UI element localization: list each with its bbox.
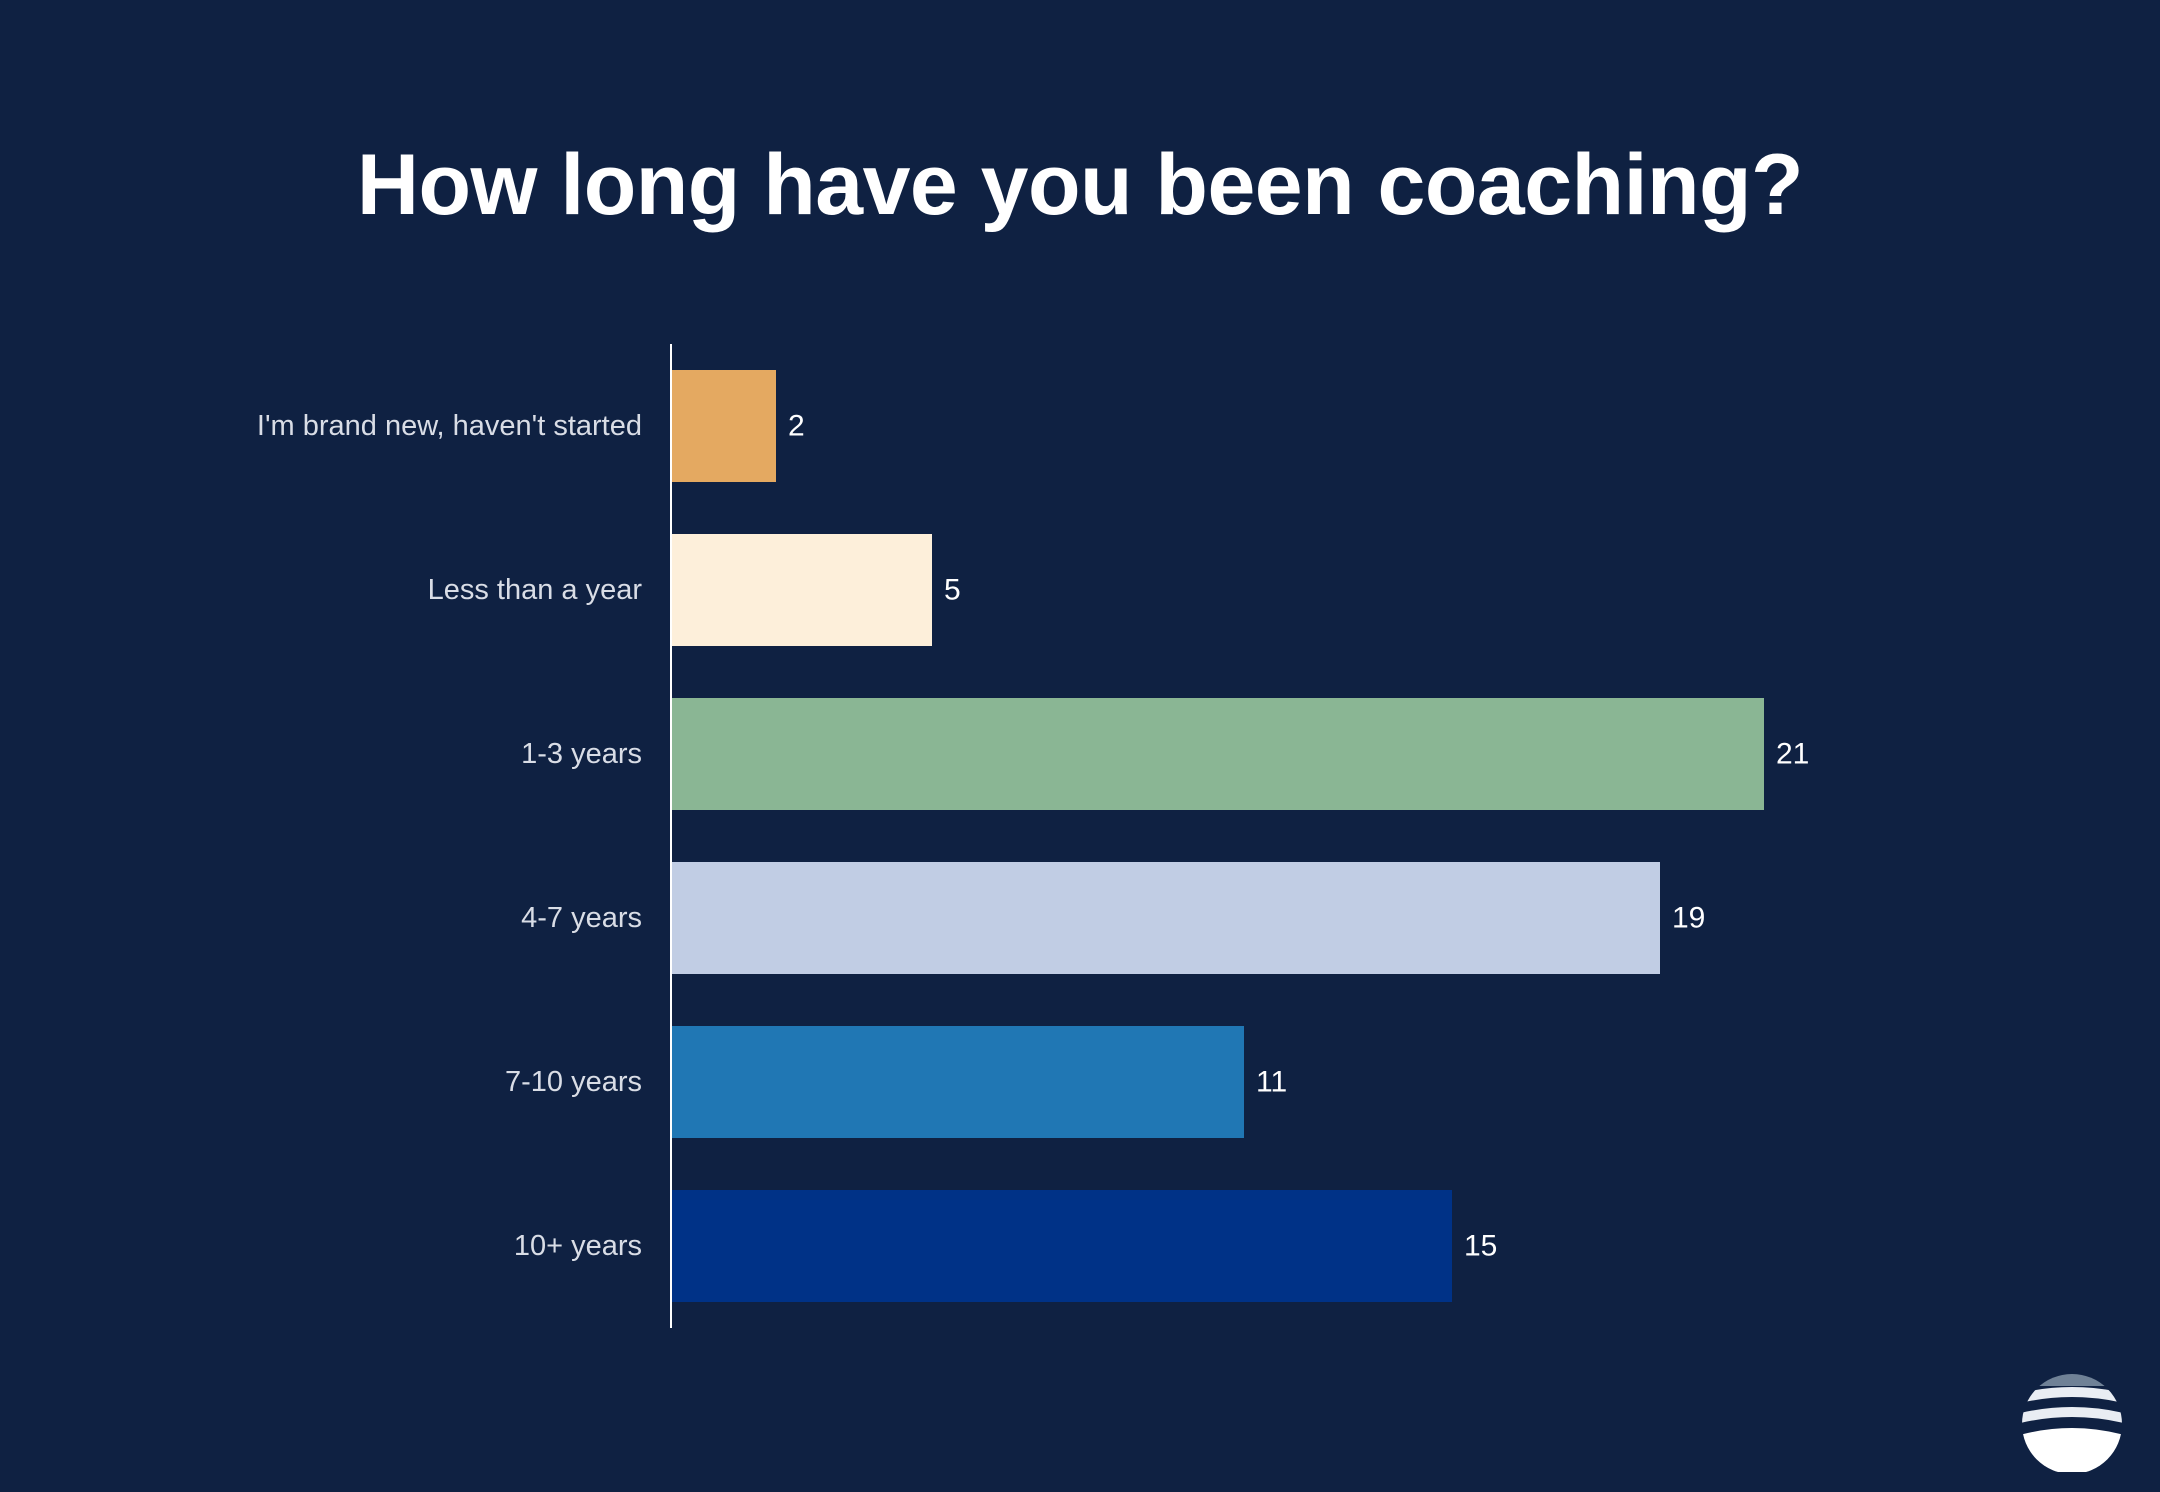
category-label-1: Less than a year <box>428 574 643 606</box>
category-label-4: 7-10 years <box>505 1066 642 1098</box>
bar-3 <box>672 862 1660 974</box>
bars-layer <box>672 370 1764 1302</box>
value-label-2: 21 <box>1776 738 1809 771</box>
chart-title: How long have you been coaching? <box>356 137 1804 233</box>
value-label-4: 11 <box>1256 1066 1287 1099</box>
bar-2 <box>672 698 1764 810</box>
category-label-5: 10+ years <box>514 1230 642 1262</box>
labels-layer: I'm brand new, haven't started 2 Less than… <box>257 410 1809 1263</box>
bar-4 <box>672 1026 1244 1138</box>
bar-5 <box>672 1190 1452 1302</box>
category-label-3: 4-7 years <box>521 902 642 934</box>
bar-0 <box>672 370 776 482</box>
value-label-3: 19 <box>1672 902 1705 935</box>
bar-1 <box>672 534 932 646</box>
value-label-1: 5 <box>944 574 961 607</box>
category-label-0: I'm brand new, haven't started <box>257 410 642 442</box>
wave-sun-icon <box>2022 1374 2122 1472</box>
value-label-0: 2 <box>788 410 805 443</box>
category-label-2: 1-3 years <box>521 738 642 770</box>
value-label-5: 15 <box>1464 1230 1497 1263</box>
